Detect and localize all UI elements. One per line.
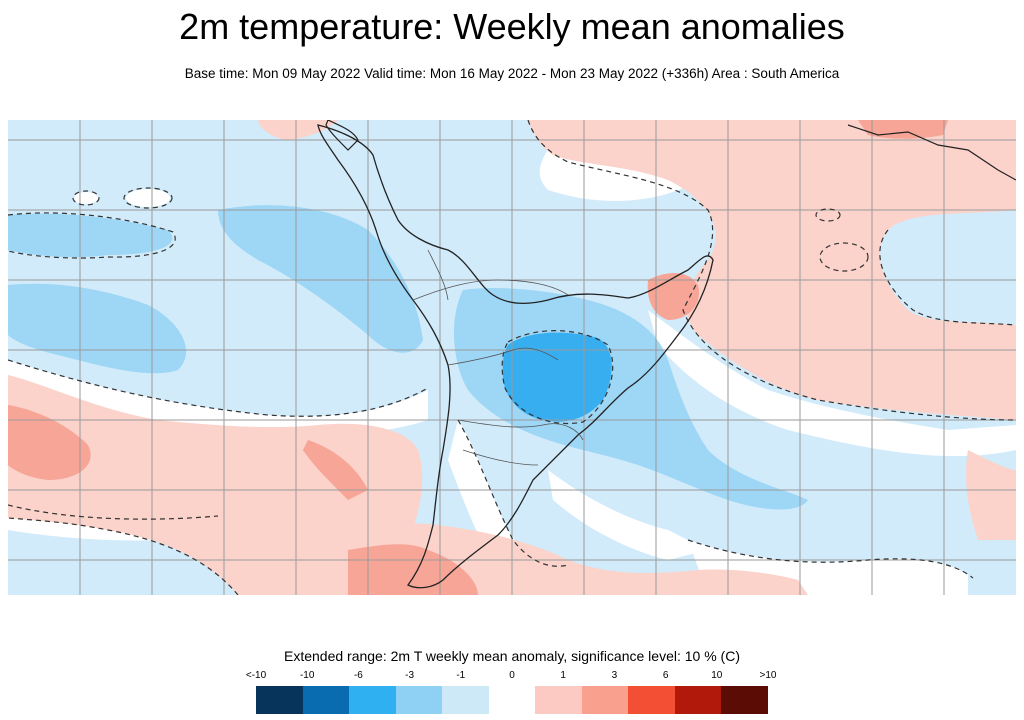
legend-swatch xyxy=(256,686,303,714)
legend-tick-label: -10 xyxy=(299,670,315,681)
map-title: 2m temperature: Weekly mean anomalies xyxy=(179,6,845,47)
legend-tick-label: -6 xyxy=(353,670,363,681)
legend-tick-label: >10 xyxy=(759,670,777,681)
legend-swatch xyxy=(349,686,396,714)
anomaly-map-svg xyxy=(8,120,1016,595)
legend-tick-label: 1 xyxy=(560,670,566,681)
legend-tick-label: 3 xyxy=(611,670,618,681)
africa-coast-outline xyxy=(847,124,1016,181)
positive-anomaly-region xyxy=(528,120,1016,420)
significance-contours xyxy=(8,120,1016,595)
legend-tick-label: -3 xyxy=(405,670,415,681)
neutral-zone xyxy=(448,420,528,570)
legend-tick-label: 6 xyxy=(662,670,669,681)
negative-anomaly-region xyxy=(218,205,423,353)
strong-positive-anomaly-region xyxy=(858,120,948,139)
legend-swatch xyxy=(581,686,629,714)
strong-positive-anomaly-region xyxy=(348,544,478,595)
neutral-zone xyxy=(126,189,170,207)
central-america-outline xyxy=(325,120,359,151)
legend-swatch xyxy=(442,686,489,714)
legend-tick-label: <-10 xyxy=(245,670,267,681)
legend-swatch xyxy=(395,686,443,714)
strong-positive-anomaly-region xyxy=(8,405,91,480)
legend-swatch xyxy=(488,686,536,714)
neutral-zone xyxy=(74,192,98,204)
negative-anomaly-region xyxy=(8,283,187,374)
anomaly-map xyxy=(8,120,1016,595)
legend-title: Extended range: 2m T weekly mean anomaly… xyxy=(283,648,740,664)
negative-anomaly-region xyxy=(8,213,173,258)
strong-positive-anomaly-region xyxy=(303,440,368,500)
legend-swatch xyxy=(535,686,582,714)
legend-tick-label: 10 xyxy=(711,670,723,681)
color-scale-bar xyxy=(256,686,769,714)
positive-anomaly-region xyxy=(8,375,423,595)
map-graticule xyxy=(8,120,1016,595)
legend-swatch xyxy=(302,686,350,714)
map-subtitle: Base time: Mon 09 May 2022 Valid time: M… xyxy=(184,66,840,81)
positive-anomaly-region xyxy=(966,450,1016,540)
legend-swatch xyxy=(628,686,675,714)
continent-outline xyxy=(317,124,714,589)
neutral-zone xyxy=(648,310,1016,457)
legend-tick-label: 0 xyxy=(509,670,515,681)
neutral-zone xyxy=(548,470,708,560)
legend-tick-labels: <-10 -10 -6 -3 -1 0 1 3 6 10 >10 xyxy=(246,670,777,684)
country-borders xyxy=(412,249,584,466)
legend-swatch xyxy=(721,686,769,714)
legend-swatch xyxy=(674,686,722,714)
legend-tick-label: -1 xyxy=(456,670,466,681)
